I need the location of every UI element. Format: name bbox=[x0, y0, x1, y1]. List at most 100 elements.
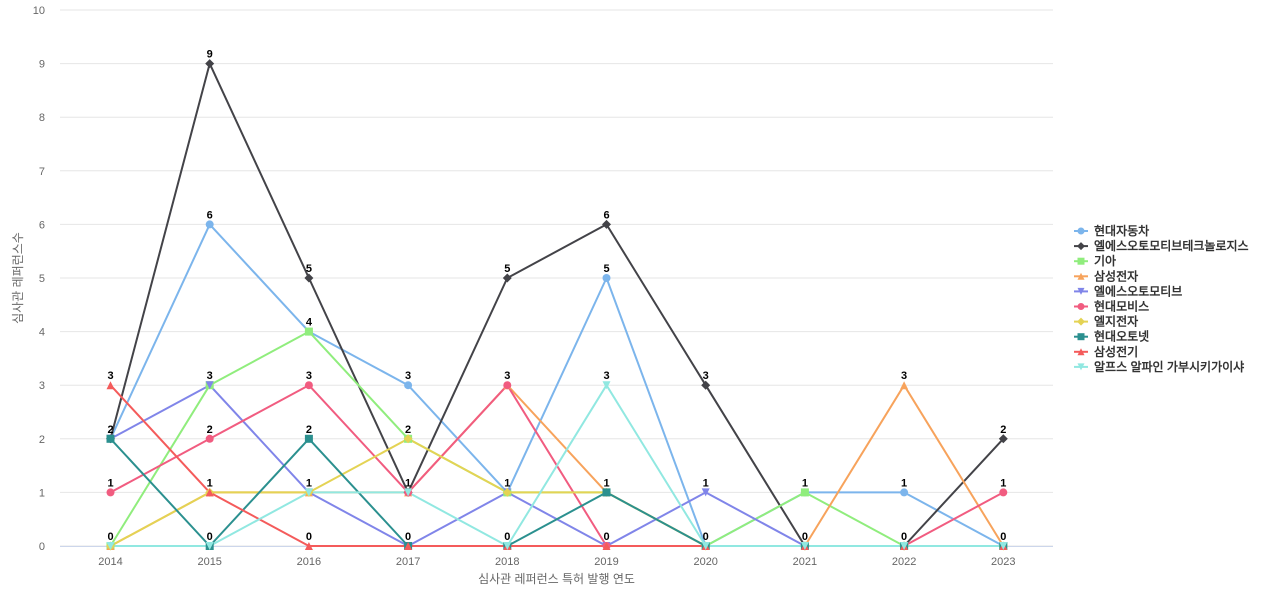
data-point-8 bbox=[106, 381, 115, 390]
data-point-4 bbox=[205, 381, 214, 390]
data-point-0 bbox=[404, 381, 413, 390]
legend-item-5[interactable]: 현대모비스 bbox=[1074, 299, 1149, 314]
data-label: 2 bbox=[1000, 424, 1006, 436]
data-label: 1 bbox=[901, 477, 907, 489]
data-point-5 bbox=[503, 381, 512, 390]
y-tick-label: 10 bbox=[33, 5, 45, 17]
data-point-5 bbox=[999, 488, 1008, 497]
data-label: 5 bbox=[306, 263, 312, 275]
data-point-0 bbox=[602, 274, 611, 282]
legend-marker bbox=[1077, 333, 1085, 341]
legend-item-9[interactable]: 알프스 알파인 가부시키가이샤 bbox=[1074, 359, 1244, 374]
series-line-9 bbox=[109, 384, 1005, 547]
data-point-9 bbox=[304, 488, 313, 497]
legend-marker bbox=[1077, 257, 1085, 265]
data-label: 0 bbox=[901, 531, 907, 543]
y-tick-label: 4 bbox=[39, 327, 45, 339]
data-label: 0 bbox=[107, 531, 113, 543]
data-point-1 bbox=[502, 273, 512, 283]
y-tick-label: 3 bbox=[39, 380, 45, 392]
x-tick-label: 2014 bbox=[98, 556, 122, 568]
legend-marker bbox=[1077, 303, 1085, 310]
series-lines bbox=[109, 62, 1005, 547]
data-label: 1 bbox=[703, 477, 709, 489]
x-tick-label: 2020 bbox=[693, 556, 717, 568]
legend-label: 알프스 알파인 가부시키가이샤 bbox=[1094, 359, 1244, 374]
legend-item-0[interactable]: 현대자동차 bbox=[1074, 223, 1149, 238]
data-point-1 bbox=[998, 434, 1008, 444]
data-label: 0 bbox=[504, 531, 510, 543]
data-label: 1 bbox=[504, 477, 510, 489]
data-label: 1 bbox=[802, 477, 808, 489]
legend-item-3[interactable]: 삼성전자 bbox=[1074, 268, 1138, 283]
legend-label: 엘에스오토모티브 bbox=[1094, 283, 1182, 298]
data-label: 3 bbox=[504, 370, 510, 382]
data-point-0 bbox=[205, 220, 214, 229]
data-point-9 bbox=[106, 542, 115, 550]
legend-label: 삼성전기 bbox=[1094, 344, 1138, 359]
data-point-9 bbox=[404, 488, 413, 497]
data-label: 2 bbox=[107, 424, 113, 436]
legend-item-6[interactable]: 엘지전자 bbox=[1074, 314, 1138, 329]
data-label: 9 bbox=[207, 49, 213, 61]
legend-item-1[interactable]: 엘에스오토모티브테크놀로지스 bbox=[1074, 238, 1249, 253]
legend: 현대자동차엘에스오토모티브테크놀로지스기아삼성전자엘에스오토모티브현대모비스엘지… bbox=[1074, 223, 1249, 374]
data-point-7 bbox=[106, 434, 115, 443]
data-label: 5 bbox=[603, 263, 609, 275]
x-tick-label: 2022 bbox=[892, 556, 916, 568]
data-label: 0 bbox=[207, 531, 213, 543]
data-label: 3 bbox=[107, 370, 113, 382]
data-point-7 bbox=[304, 434, 313, 443]
data-point-9 bbox=[900, 542, 909, 550]
data-label: 4 bbox=[306, 317, 313, 329]
data-label: 1 bbox=[1000, 477, 1006, 489]
y-tick-label: 7 bbox=[39, 166, 45, 178]
data-label: 2 bbox=[207, 424, 213, 436]
legend-label: 현대모비스 bbox=[1094, 299, 1149, 314]
y-tick-label: 8 bbox=[39, 112, 45, 124]
data-point-9 bbox=[602, 381, 611, 390]
series-line-1 bbox=[109, 62, 1005, 547]
data-label: 1 bbox=[306, 477, 312, 489]
legend-item-7[interactable]: 현대오토넷 bbox=[1074, 329, 1149, 344]
data-label: 1 bbox=[405, 477, 411, 489]
legend-marker bbox=[1077, 363, 1085, 371]
x-tick-label: 2015 bbox=[197, 556, 221, 568]
y-axis-title: 심사관 레퍼런스수 bbox=[11, 232, 25, 324]
data-point-1 bbox=[701, 380, 711, 390]
data-point-8 bbox=[304, 542, 313, 550]
legend-marker bbox=[1077, 287, 1085, 295]
y-tick-label: 9 bbox=[39, 59, 45, 71]
data-point-8 bbox=[404, 542, 413, 550]
data-point-2 bbox=[304, 327, 313, 336]
legend-item-2[interactable]: 기아 bbox=[1074, 253, 1116, 268]
legend-label: 엘에스오토모티브테크놀로지스 bbox=[1094, 238, 1249, 253]
x-axis-title: 심사관 레퍼런스 특허 발행 연도 bbox=[478, 571, 635, 586]
data-point-9 bbox=[205, 542, 214, 550]
x-tick-label: 2021 bbox=[793, 556, 817, 568]
data-label: 3 bbox=[405, 370, 411, 382]
legend-marker bbox=[1077, 227, 1085, 235]
y-tick-label: 6 bbox=[39, 219, 45, 231]
data-label: 0 bbox=[306, 531, 312, 543]
data-label: 3 bbox=[207, 370, 213, 382]
legend-marker bbox=[1077, 317, 1085, 326]
data-label: 0 bbox=[1000, 531, 1006, 543]
data-point-8 bbox=[602, 542, 611, 550]
legend-label: 엘지전자 bbox=[1094, 314, 1138, 329]
legend-label: 기아 bbox=[1094, 253, 1116, 268]
data-point-1 bbox=[304, 273, 314, 283]
data-label: 3 bbox=[703, 370, 709, 382]
x-tick-label: 2017 bbox=[396, 556, 420, 568]
legend-item-4[interactable]: 엘에스오토모티브 bbox=[1074, 283, 1182, 298]
data-label: 6 bbox=[207, 209, 213, 221]
legend-marker bbox=[1077, 242, 1085, 251]
data-label: 1 bbox=[603, 477, 609, 489]
data-point-1 bbox=[602, 219, 611, 229]
data-label: 3 bbox=[901, 370, 907, 382]
legend-marker bbox=[1077, 348, 1085, 356]
y-tick-label: 1 bbox=[39, 487, 45, 499]
legend-item-8[interactable]: 삼성전기 bbox=[1074, 344, 1138, 359]
data-point-5 bbox=[106, 488, 115, 497]
